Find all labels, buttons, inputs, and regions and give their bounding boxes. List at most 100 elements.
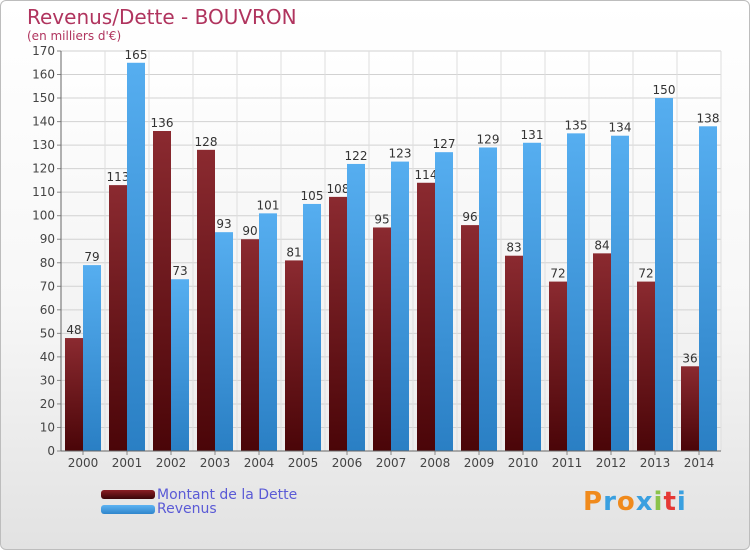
data-label-dette: 81: [286, 245, 301, 259]
bar-revenus: [523, 142, 541, 451]
logo-letter: x: [635, 487, 654, 517]
data-label-revenus: 138: [697, 111, 720, 125]
logo-letter: P: [583, 487, 604, 517]
bar-revenus: [347, 163, 365, 452]
x-tick-label: 2011: [552, 456, 583, 470]
x-tick-label: 2006: [332, 456, 363, 470]
x-tick-label: 2000: [68, 456, 99, 470]
bar-revenus: [259, 213, 277, 451]
bar-revenus: [479, 147, 497, 451]
data-label-revenus: 131: [521, 128, 544, 142]
data-label-dette: 136: [151, 116, 174, 130]
bar-dette: [505, 255, 523, 451]
bar-dette: [153, 131, 171, 451]
bar-dette: [461, 225, 479, 451]
y-tick-label: 30: [40, 373, 55, 387]
y-tick-label: 100: [32, 209, 55, 223]
y-tick-label: 10: [40, 420, 55, 434]
logo-letter: i: [676, 487, 687, 517]
bar-revenus: [215, 232, 233, 451]
x-tick-label: 2004: [244, 456, 275, 470]
y-tick-label: 130: [32, 138, 55, 152]
chart-title: Revenus/Dette - BOUVRON: [27, 5, 297, 29]
y-tick-label: 60: [40, 303, 55, 317]
data-label-dette: 36: [682, 351, 697, 365]
data-label-dette: 96: [462, 210, 477, 224]
y-tick-label: 70: [40, 279, 55, 293]
data-label-revenus: 101: [257, 198, 280, 212]
x-tick-label: 2013: [640, 456, 671, 470]
bar-dette: [593, 253, 611, 451]
bar-dette: [109, 185, 127, 451]
data-label-revenus: 73: [172, 264, 187, 278]
bar-revenus: [303, 203, 321, 451]
data-label-dette: 72: [638, 267, 653, 281]
bar-dette: [417, 182, 435, 451]
bar-revenus: [127, 62, 145, 451]
bar-dette: [637, 281, 655, 451]
data-label-revenus: 150: [653, 83, 676, 97]
y-tick-label: 20: [40, 397, 55, 411]
data-label-revenus: 165: [125, 48, 148, 62]
legend-label-revenus: Revenus: [157, 501, 217, 517]
bar-dette: [329, 196, 347, 451]
x-tick-label: 2003: [200, 456, 231, 470]
data-label-revenus: 105: [301, 189, 324, 203]
y-tick-label: 110: [32, 185, 55, 199]
logo-letter: r: [603, 487, 617, 517]
y-tick-label: 90: [40, 232, 55, 246]
y-tick-label: 170: [32, 44, 55, 58]
data-label-revenus: 127: [433, 137, 456, 151]
data-label-revenus: 79: [84, 250, 99, 264]
data-label-dette: 48: [66, 323, 81, 337]
y-tick-label: 160: [32, 68, 55, 82]
data-label-dette: 128: [195, 135, 218, 149]
data-label-dette: 72: [550, 267, 565, 281]
bar-dette: [373, 227, 391, 451]
x-tick-label: 2010: [508, 456, 539, 470]
logo-letter: o: [616, 487, 636, 517]
bar-revenus: [567, 133, 585, 451]
bar-dette: [197, 149, 215, 451]
bar-dette: [65, 338, 83, 451]
y-tick-label: 140: [32, 115, 55, 129]
y-tick-label: 80: [40, 256, 55, 270]
data-label-dette: 84: [594, 238, 609, 252]
chart-subtitle: (en milliers d'€): [27, 29, 122, 43]
x-tick-label: 2002: [156, 456, 187, 470]
x-tick-label: 2012: [596, 456, 627, 470]
logo-letter: t: [663, 487, 677, 517]
x-tick-label: 2005: [288, 456, 319, 470]
data-label-dette: 108: [327, 182, 350, 196]
data-label-dette: 113: [107, 170, 130, 184]
data-label-dette: 83: [506, 241, 521, 255]
x-tick-label: 2001: [112, 456, 143, 470]
data-label-revenus: 122: [345, 149, 368, 163]
bar-dette: [549, 281, 567, 451]
y-tick-label: 50: [40, 326, 55, 340]
legend-label-dette: Montant de la Dette: [157, 487, 298, 503]
bar-revenus: [611, 135, 629, 452]
x-tick-label: 2014: [684, 456, 715, 470]
data-label-dette: 95: [374, 212, 389, 226]
data-label-dette: 114: [415, 168, 438, 182]
bar-revenus: [655, 98, 673, 451]
legend-swatch-revenus: [101, 505, 155, 514]
legend-swatch-dette: [101, 490, 155, 499]
y-tick-label: 0: [47, 444, 55, 458]
bar-revenus: [435, 152, 453, 452]
bar-revenus: [83, 265, 101, 451]
logo-letter: i: [653, 487, 664, 517]
y-tick-label: 120: [32, 162, 55, 176]
data-label-revenus: 129: [477, 132, 500, 146]
y-tick-label: 150: [32, 91, 55, 105]
bar-dette: [241, 239, 259, 451]
bar-revenus: [699, 126, 717, 451]
bar-dette: [681, 366, 699, 451]
data-label-dette: 90: [242, 224, 257, 238]
proxiti-logo: Proxiti: [583, 487, 687, 517]
data-label-revenus: 135: [565, 118, 588, 132]
data-label-revenus: 134: [609, 121, 632, 135]
